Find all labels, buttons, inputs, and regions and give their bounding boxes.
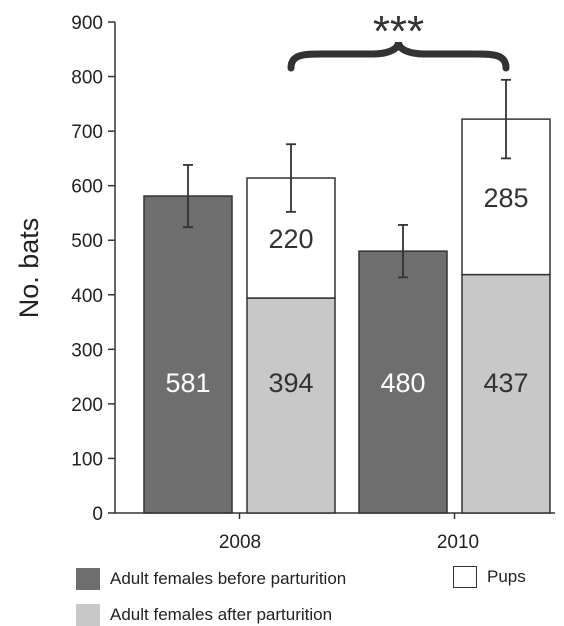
- y-tick-label: 0: [92, 504, 103, 525]
- value-label-after: 437: [483, 368, 528, 398]
- legend-label-before: Adult females before parturition: [110, 569, 347, 588]
- y-tick-label: 300: [71, 340, 103, 361]
- y-tick-label: 700: [71, 122, 103, 143]
- legend-item-pups: Pups: [453, 566, 526, 588]
- legend-item-before: Adult females before parturition: [76, 568, 346, 590]
- value-label-before: 581: [165, 368, 210, 398]
- bars: [143, 78, 551, 514]
- y-tick-label: 400: [71, 286, 103, 307]
- legend-label-pups: Pups: [487, 567, 526, 586]
- x-tick-label: 2010: [437, 532, 479, 553]
- legend-swatch-after: [76, 604, 100, 626]
- bar-after: [461, 273, 551, 514]
- y-tick-label: 500: [71, 231, 103, 252]
- significance-label: ***: [373, 7, 424, 56]
- significance-bracket: ***: [287, 7, 510, 72]
- value-labels: 581 394 220 480 437 285: [165, 183, 528, 398]
- bar-before: [143, 195, 233, 514]
- value-label-after: 394: [268, 368, 313, 398]
- y-tick-label: 800: [71, 68, 103, 89]
- significance-brace: [287, 41, 510, 72]
- legend-swatch-pups: [453, 566, 477, 588]
- x-tick-label: 2008: [219, 532, 261, 553]
- bar-before: [358, 250, 448, 514]
- legend-item-after: Adult females after parturition: [76, 604, 332, 626]
- bar-after: [246, 297, 336, 514]
- value-label-before: 480: [380, 368, 425, 398]
- value-label-pups: 220: [268, 224, 313, 254]
- y-axis-label: No. bats: [14, 218, 44, 319]
- legend-swatch-before: [76, 568, 100, 590]
- value-label-pups: 285: [483, 183, 528, 213]
- legend-label-after: Adult females after parturition: [110, 605, 333, 624]
- axes: 0 100 200 300 400 500 600 700 800 900 No. bats 2008…: [14, 13, 555, 553]
- y-tick-label: 100: [71, 449, 103, 470]
- y-tick-label: 600: [71, 177, 103, 198]
- y-tick-label: 200: [71, 395, 103, 416]
- y-tick-label: 900: [71, 13, 103, 34]
